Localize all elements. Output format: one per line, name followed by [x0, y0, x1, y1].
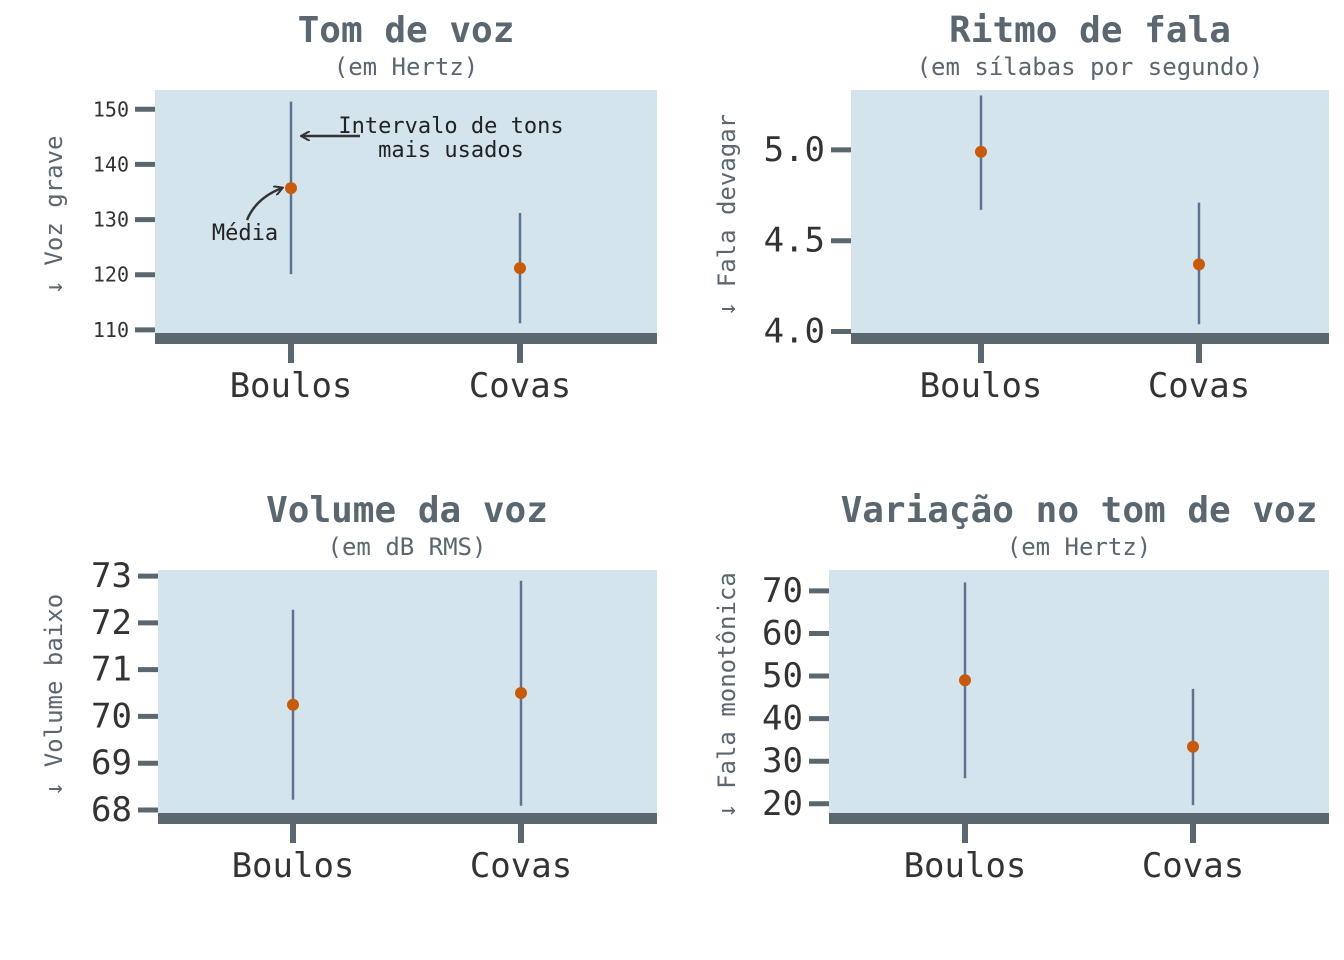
y-tick-label-0-1: 120 [93, 263, 129, 287]
panel-background-0 [155, 90, 657, 337]
y-tick-label-2-4: 72 [91, 603, 132, 643]
y-tick-label-3-4: 60 [762, 613, 803, 653]
x-axis-bar-1 [851, 333, 1329, 344]
chart-title-1: Ritmo de fala [949, 10, 1231, 51]
panel-background-3 [829, 570, 1329, 817]
annotation-media-label: Média [212, 221, 278, 246]
x-tick-label-3-0: Boulos [904, 846, 1027, 886]
y-tick-label-1-0: 4.0 [764, 312, 825, 352]
y-axis-label-2: ↓ Volume baixo [40, 594, 68, 796]
x-tick-label-2-0: Boulos [232, 846, 355, 886]
chart-title-2: Volume da voz [266, 490, 548, 531]
mean-point-3-1 [1187, 740, 1199, 753]
y-tick-label-2-5: 73 [91, 556, 132, 596]
mean-point-2-1 [515, 687, 527, 700]
mean-point-3-0 [959, 674, 971, 687]
chart-title-0: Tom de voz [298, 10, 515, 51]
panel-background-1 [851, 90, 1329, 337]
x-tick-label-1-0: Boulos [920, 366, 1043, 406]
mean-point-2-0 [287, 698, 299, 711]
mean-point-1-0 [975, 145, 987, 158]
chart-subtitle-3: (em Hertz) [1007, 533, 1152, 561]
mean-point-1-1 [1193, 258, 1205, 271]
annotation-intervalo-label-1: Intervalo de tons [338, 114, 563, 139]
y-axis-label-0: ↓ Voz grave [40, 136, 68, 295]
y-tick-label-2-2: 70 [91, 696, 132, 736]
y-tick-label-3-2: 40 [762, 699, 803, 739]
x-axis-bar-0 [155, 333, 657, 344]
chart-subtitle-2: (em dB RMS) [328, 533, 487, 561]
y-tick-label-0-4: 150 [93, 97, 129, 121]
y-tick-label-0-3: 140 [93, 152, 129, 176]
annotation-intervalo-label-2: mais usados [378, 138, 524, 163]
y-tick-label-3-3: 50 [762, 656, 803, 696]
mean-point-0-0 [285, 182, 297, 195]
y-tick-label-2-3: 71 [91, 650, 132, 690]
x-tick-label-3-1: Covas [1142, 846, 1244, 886]
chart-subtitle-1: (em sílabas por segundo) [917, 53, 1264, 81]
chart-subtitle-0: (em Hertz) [334, 53, 479, 81]
annotation-media-arrow [245, 188, 282, 221]
y-tick-label-1-1: 4.5 [764, 221, 825, 261]
y-tick-label-3-5: 70 [762, 571, 803, 611]
y-tick-label-0-2: 130 [93, 208, 129, 232]
y-tick-label-2-0: 68 [91, 790, 132, 830]
y-tick-label-3-0: 20 [762, 784, 803, 824]
y-axis-label-3: ↓ Fala monotônica [713, 572, 741, 818]
mean-point-0-1 [514, 262, 526, 275]
x-axis-bar-2 [158, 813, 657, 824]
chart-title-3: Variação no tom de voz [841, 490, 1318, 531]
y-tick-label-1-2: 5.0 [764, 130, 825, 170]
y-tick-label-0-0: 110 [93, 318, 129, 342]
x-tick-label-2-1: Covas [470, 846, 572, 886]
x-tick-label-0-0: Boulos [230, 366, 353, 406]
x-axis-bar-3 [829, 813, 1329, 824]
y-tick-label-3-1: 30 [762, 741, 803, 781]
y-axis-label-1: ↓ Fala devagar [713, 114, 741, 316]
panel-background-2 [158, 570, 657, 817]
y-tick-label-2-1: 69 [91, 743, 132, 783]
x-tick-label-1-1: Covas [1148, 366, 1250, 406]
x-tick-label-0-1: Covas [469, 366, 571, 406]
